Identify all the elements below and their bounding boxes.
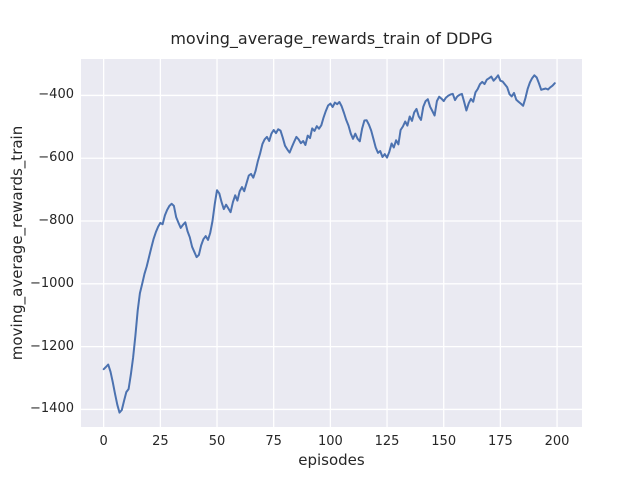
ddpg-reward-line <box>102 74 556 414</box>
y-tick-label: −600 <box>38 150 74 166</box>
x-tick-label: 200 <box>544 434 570 449</box>
x-tick-label: 150 <box>431 434 457 449</box>
y-tick-label: −1400 <box>30 401 74 417</box>
x-axis-label: episodes <box>298 451 365 469</box>
x-tick-label: 125 <box>374 434 400 449</box>
x-tick-label: 50 <box>208 434 226 449</box>
y-tick-label: −800 <box>38 213 74 229</box>
x-tick-label: 75 <box>265 434 282 449</box>
y-tick-label: −400 <box>38 87 74 103</box>
chart-title: moving_average_rewards_train of DDPG <box>170 29 493 48</box>
x-tick-label: 25 <box>152 434 169 449</box>
x-tick-label: 175 <box>487 434 513 449</box>
x-tick-label: 100 <box>317 434 343 449</box>
y-tick-label: −1000 <box>30 275 74 291</box>
x-tick-label: 0 <box>99 434 108 449</box>
plot-background <box>81 59 582 427</box>
y-tick-label: −1200 <box>30 338 74 354</box>
